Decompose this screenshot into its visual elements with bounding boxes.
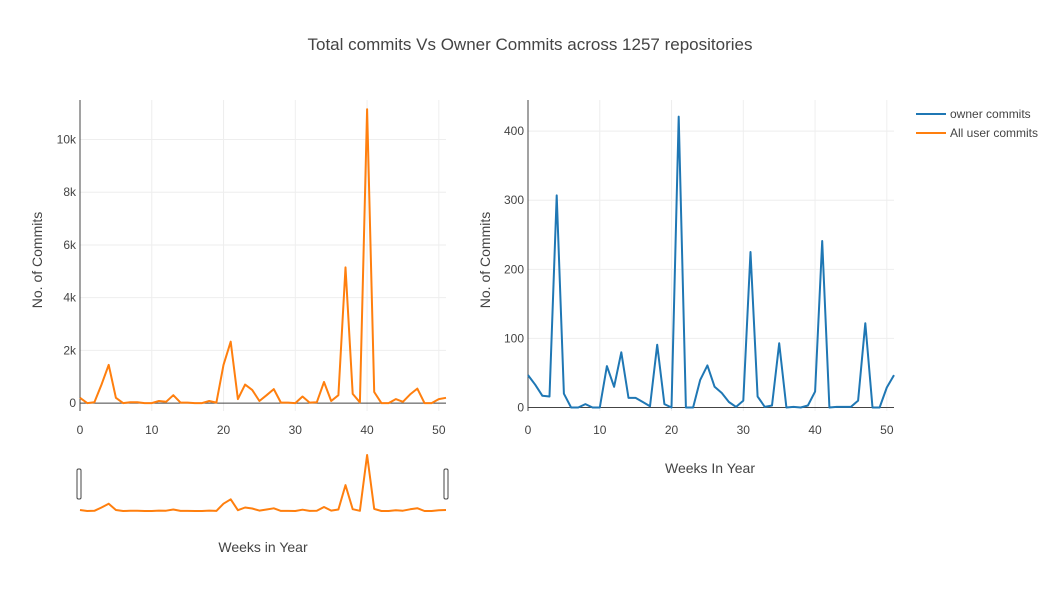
y-tick-label: 300 — [504, 193, 524, 207]
x-tick-label: 0 — [77, 423, 84, 437]
x-tick-label: 20 — [665, 423, 679, 437]
x-tick-label: 50 — [432, 423, 446, 437]
x-tick-label: 30 — [289, 423, 303, 437]
range-slider[interactable] — [76, 454, 449, 512]
x-tick-label: 40 — [360, 423, 374, 437]
y-tick-label: 100 — [504, 331, 524, 345]
y-tick-label: 0 — [69, 396, 76, 410]
legend-label-owner-commits: owner commits — [950, 107, 1031, 121]
y-tick-label: 0 — [517, 401, 524, 415]
right-tick-labels: 0 10 20 30 40 50 0 100 200 300 400 — [504, 124, 894, 437]
left-x-axis-title: Weeks in Year — [218, 539, 308, 555]
right-axes — [527, 100, 894, 411]
y-tick-label: 10k — [57, 133, 77, 147]
left-grid — [80, 100, 446, 411]
left-tick-labels: 0 10 20 30 40 50 0 2k 4k 6k 8k 10k — [57, 133, 446, 437]
owner-commits-line — [527, 115, 895, 409]
left-y-axis-title: No. of Commits — [29, 212, 45, 308]
legend-item-all-user-commits[interactable]: All user commits — [916, 126, 1038, 140]
x-tick-label: 10 — [145, 423, 159, 437]
x-tick-label: 0 — [525, 423, 532, 437]
x-tick-label: 20 — [217, 423, 231, 437]
chart-title: Total commits Vs Owner Commits across 12… — [308, 35, 753, 54]
range-slider-right-handle[interactable] — [443, 468, 449, 500]
legend: owner commits All user commits — [916, 107, 1038, 140]
x-tick-label: 10 — [593, 423, 607, 437]
range-slider-left-handle[interactable] — [76, 468, 82, 500]
legend-item-owner-commits[interactable]: owner commits — [916, 107, 1031, 121]
legend-label-all-user-commits: All user commits — [950, 126, 1038, 140]
y-tick-label: 8k — [63, 185, 77, 199]
y-tick-label: 2k — [63, 343, 77, 357]
right-grid — [528, 100, 894, 411]
right-y-axis-title: No. of Commits — [477, 212, 493, 308]
x-tick-label: 30 — [737, 423, 751, 437]
left-axes — [79, 100, 446, 411]
y-tick-label: 6k — [63, 238, 77, 252]
all-user-commits-line — [79, 108, 447, 405]
y-tick-label: 4k — [63, 291, 77, 305]
x-tick-label: 40 — [808, 423, 822, 437]
total-commits-chart: 0 10 20 30 40 50 0 2k 4k 6k 8k 10k No. of Commits W… — [29, 100, 449, 555]
right-x-axis-title: Weeks In Year — [665, 460, 755, 476]
x-tick-label: 50 — [880, 423, 894, 437]
range-slider-line — [79, 454, 447, 512]
y-tick-label: 400 — [504, 124, 524, 138]
y-tick-label: 200 — [504, 262, 524, 276]
